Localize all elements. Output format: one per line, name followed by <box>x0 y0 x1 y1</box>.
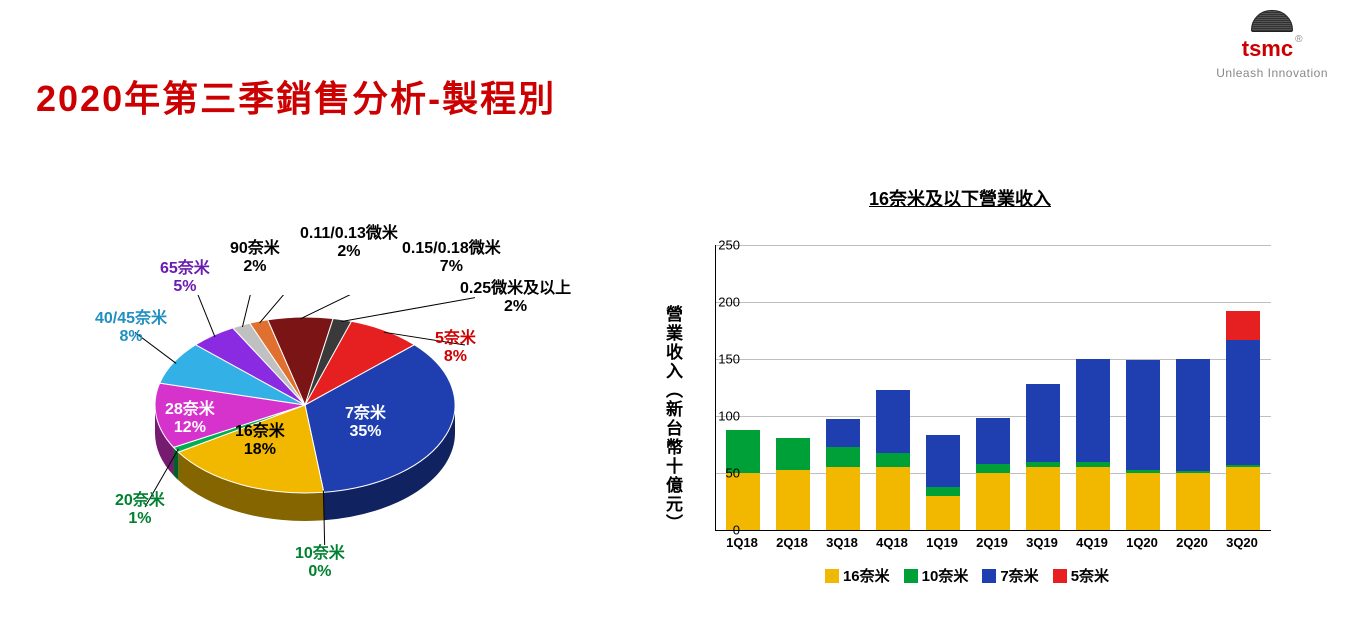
bar-seg-16nm <box>1076 467 1110 530</box>
bar-column-3Q19 <box>1026 384 1060 530</box>
legend-swatch-16nm <box>825 569 839 583</box>
bar-seg-7nm <box>1026 384 1060 462</box>
bar-column-1Q19 <box>926 435 960 530</box>
bar-seg-16nm <box>1026 467 1060 530</box>
pie-leader-0.25um-plus <box>342 295 475 321</box>
pie-label-20nm: 20奈米1% <box>115 492 165 529</box>
bar-ytick: 0 <box>733 523 740 538</box>
pie-label-28nm: 28奈米12% <box>165 401 215 438</box>
bar-seg-7nm <box>1126 360 1160 469</box>
bar-plot-area <box>715 245 1271 531</box>
bar-seg-16nm <box>776 470 810 530</box>
bar-xlabel: 2Q19 <box>967 535 1017 550</box>
pie-label-0.25um-plus: 0.25微米及以上2% <box>460 280 571 317</box>
brand-name: tsmc <box>1242 34 1293 64</box>
pie-label-65nm: 65奈米5% <box>160 260 210 297</box>
legend-swatch-7nm <box>982 569 996 583</box>
legend-label-10nm: 10奈米 <box>922 568 969 585</box>
bar-chart-title: 16奈米及以下營業收入 <box>660 185 1260 211</box>
bar-ytick: 150 <box>718 352 740 367</box>
bar-column-4Q19 <box>1076 359 1110 530</box>
bar-seg-16nm <box>926 496 960 530</box>
pie-label-16nm: 16奈米18% <box>235 423 285 460</box>
bar-seg-7nm <box>1076 359 1110 462</box>
bar-seg-16nm <box>826 467 860 530</box>
bar-column-3Q20 <box>1226 311 1260 530</box>
bar-seg-7nm <box>826 419 860 446</box>
bar-xlabel: 1Q19 <box>917 535 967 550</box>
legend-swatch-5nm <box>1053 569 1067 583</box>
bar-seg-10nm <box>826 447 860 468</box>
legend-label-5nm: 5奈米 <box>1071 568 1109 585</box>
bar-gridline <box>716 245 1271 246</box>
bar-seg-10nm <box>776 438 810 470</box>
bar-xlabel: 4Q19 <box>1067 535 1117 550</box>
pie-label-7nm: 7奈米35% <box>345 405 386 442</box>
bar-xlabel: 3Q18 <box>817 535 867 550</box>
wafer-icon <box>1251 10 1293 32</box>
bar-column-3Q18 <box>826 419 860 530</box>
registered-mark: ® <box>1295 34 1302 45</box>
bar-seg-7nm <box>1226 340 1260 465</box>
bar-seg-7nm <box>1176 359 1210 471</box>
bar-seg-16nm <box>726 473 760 530</box>
pie-label-5nm: 5奈米8% <box>435 330 476 367</box>
bar-seg-10nm <box>976 464 1010 473</box>
bar-xlabel: 4Q18 <box>867 535 917 550</box>
bar-seg-7nm <box>926 435 960 486</box>
bar-xlabel: 3Q19 <box>1017 535 1067 550</box>
bar-yaxis-title: 營業收入︵新台幣十億元︶ <box>660 305 685 533</box>
bar-seg-16nm <box>976 473 1010 530</box>
bar-seg-7nm <box>976 418 1010 464</box>
bar-xlabel: 1Q20 <box>1117 535 1167 550</box>
bar-column-2Q20 <box>1176 359 1210 530</box>
bar-seg-5nm <box>1226 311 1260 340</box>
bar-seg-16nm <box>1226 467 1260 530</box>
bar-xlabel: 3Q20 <box>1217 535 1267 550</box>
legend-label-7nm: 7奈米 <box>1000 568 1038 585</box>
bar-legend: 16奈米 10奈米 7奈米 5奈米 <box>660 565 1260 586</box>
pie-label-0.15-0.18um: 0.15/0.18微米7% <box>402 240 501 277</box>
bar-ytick: 50 <box>726 466 740 481</box>
pie-label-10nm: 10奈米0% <box>295 545 345 582</box>
bar-ytick: 100 <box>718 409 740 424</box>
bar-xlabel: 1Q18 <box>717 535 767 550</box>
bar-ytick: 250 <box>718 238 740 253</box>
bar-ytick: 200 <box>718 295 740 310</box>
bar-gridline <box>716 302 1271 303</box>
legend-swatch-10nm <box>904 569 918 583</box>
bar-seg-10nm <box>926 487 960 496</box>
bar-column-2Q19 <box>976 418 1010 530</box>
bar-seg-16nm <box>1176 473 1210 530</box>
brand-logo: tsmc® Unleash Innovation <box>1216 10 1328 80</box>
bar-seg-16nm <box>876 467 910 530</box>
bar-column-4Q18 <box>876 390 910 530</box>
pie-chart: 5奈米8% 7奈米35% 10奈米0% 16奈米18% 20奈米1% 28奈米12% 40/… <box>40 180 600 610</box>
page-title: 2020年第三季銷售分析-製程別 <box>36 70 556 122</box>
bar-column-1Q20 <box>1126 360 1160 530</box>
pie-label-0.11-0.13um: 0.11/0.13微米2% <box>300 225 398 262</box>
bar-xlabel: 2Q18 <box>767 535 817 550</box>
bar-xlabel: 2Q20 <box>1167 535 1217 550</box>
bar-seg-10nm <box>876 453 910 468</box>
bar-seg-7nm <box>876 390 910 453</box>
legend-label-16nm: 16奈米 <box>843 568 890 585</box>
bar-chart: 16奈米及以下營業收入 營業收入︵新台幣十億元︶ 1Q182Q183Q184Q1… <box>660 185 1300 605</box>
pie-label-40-45nm: 40/45奈米8% <box>95 310 167 347</box>
bar-column-2Q18 <box>776 438 810 530</box>
bar-seg-16nm <box>1126 473 1160 530</box>
pie-leader-65nm <box>190 295 215 337</box>
pie-label-90nm: 90奈米2% <box>230 240 280 277</box>
brand-tagline: Unleash Innovation <box>1216 66 1328 80</box>
pie-leader-0.15-0.18um <box>300 295 432 319</box>
